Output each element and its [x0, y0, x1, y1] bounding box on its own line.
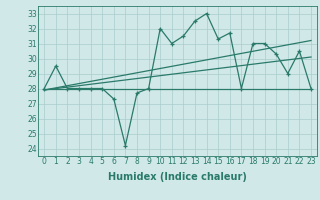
X-axis label: Humidex (Indice chaleur): Humidex (Indice chaleur) — [108, 172, 247, 182]
